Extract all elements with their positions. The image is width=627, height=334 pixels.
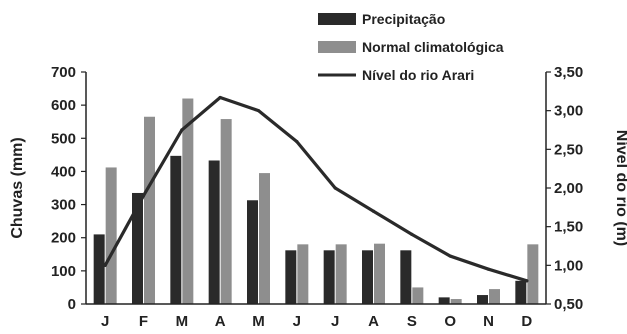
bar-precipitacao-4 [247,200,258,304]
line-layer [103,95,529,283]
legend-swatch-0 [318,13,356,25]
x-tick-label-11: D [521,313,532,329]
bar-precipitacao-6 [323,250,335,304]
legend-swatch-1 [318,41,356,53]
bar-normal-5 [297,244,309,304]
x-tick-label-1: F [139,313,148,329]
river-level-point-9 [448,254,452,258]
river-level-point-10 [486,267,491,271]
bar-precipitacao-1 [132,192,143,304]
bars-layer [93,98,539,304]
bar-precipitacao-8 [400,250,412,304]
bar-precipitacao-0 [93,234,105,304]
y-right-tick-label-4: 2,50 [554,141,583,158]
bar-precipitacao-9 [438,297,450,304]
y-left-tick-label-4: 400 [51,163,76,180]
bar-normal-6 [335,244,347,304]
bar-precipitacao-5 [285,250,297,304]
river-level-point-0 [103,263,107,267]
bar-normal-10 [489,289,500,304]
y-left-tick-label-7: 700 [51,64,76,81]
bar-normal-9 [450,299,462,304]
legend-label-1: Normal climatológica [362,39,504,55]
bar-normal-4 [259,173,270,304]
river-level-point-3 [218,95,222,100]
y-left-tick-label-5: 500 [51,130,76,147]
x-tick-label-8: S [407,313,417,329]
x-tick-label-6: J [331,313,339,329]
bar-precipitacao-7 [362,250,373,304]
x-tick-label-0: J [101,313,109,329]
bar-normal-0 [105,167,117,304]
bar-precipitacao-2 [170,155,182,304]
bar-normal-7 [374,243,385,304]
axes-layer: 0 100 200 300 400 500 600 700 0,50 1,00 1,50 2,00 2,… [9,64,627,330]
y-left-tick-label-2: 200 [51,230,76,247]
bar-precipitacao-3 [208,160,220,304]
y-right-tick-label-2: 1,50 [554,219,583,236]
river-level-point-2 [180,128,184,132]
y-left-tick-label-0: 0 [68,296,76,313]
y-right-tick-label-0: 0,50 [554,296,583,313]
legend-label-0: Precipitação [362,11,445,27]
legend: Precipitação Normal climatológica Nível do… [318,11,504,83]
bar-normal-1 [144,116,155,304]
river-level-point-7 [371,209,376,213]
y-left-tick-label-1: 100 [51,263,76,280]
x-tick-label-5: J [293,313,301,329]
river-level-point-11 [525,279,529,283]
x-tick-label-10: N [483,313,494,329]
bar-normal-3 [220,119,232,304]
river-level-point-5 [295,140,299,144]
river-level-point-8 [410,232,414,236]
bar-precipitacao-11 [515,280,527,304]
y-left-tick-label-3: 300 [51,197,76,214]
y-right-tick-label-6: 3,50 [554,64,583,81]
x-tick-label-9: O [444,313,456,329]
y-right-tick-label-1: 1,00 [554,257,583,274]
river-level-point-4 [256,109,261,113]
y-right-tick-label-5: 3,00 [554,103,583,120]
bar-normal-8 [412,287,424,304]
river-level-point-1 [141,194,146,198]
y-left-tick-label-6: 600 [51,97,76,114]
bar-normal-11 [527,244,539,304]
x-tick-label-7: A [368,313,379,329]
x-tick-label-3: A [215,313,226,329]
bar-precipitacao-10 [477,295,488,304]
y-left-axis-title: Chuvas (mm) [9,137,26,238]
river-level-point-6 [333,186,337,190]
bar-normal-2 [182,98,194,304]
y-right-tick-label-3: 2,00 [554,180,583,197]
river-level-line [103,95,529,283]
y-right-axis-title: Nível do rio (m) [613,130,627,246]
x-tick-label-4: M [252,313,265,329]
legend-label-2: Nível do rio Arari [362,67,474,83]
x-tick-label-2: M [176,313,189,329]
